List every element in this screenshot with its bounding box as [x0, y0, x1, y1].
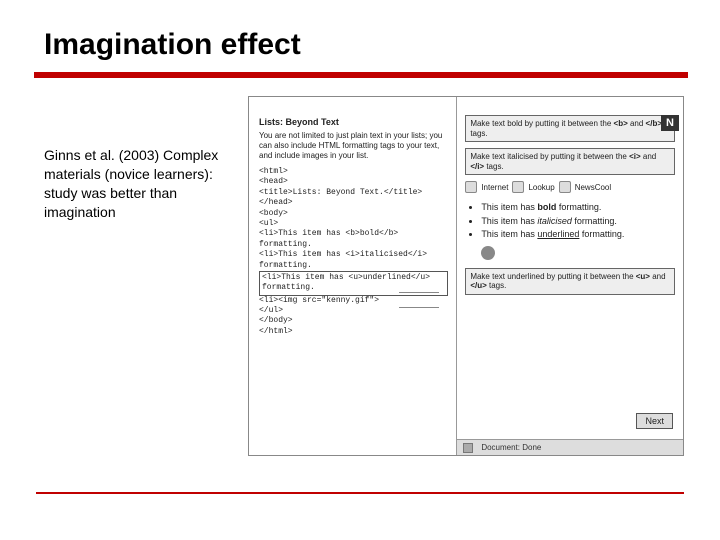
code-block: <html><head><title>Lists: Beyond Text.</… [259, 167, 448, 337]
status-text: Document: Done [481, 443, 541, 452]
code-line: <ul> [259, 219, 448, 229]
callout-line [399, 292, 439, 293]
tool-icon[interactable] [559, 181, 571, 193]
toolbar-label[interactable]: NewsCool [575, 183, 611, 192]
status-bar: Document: Done [457, 439, 683, 455]
source-pane: Lists: Beyond Text You are not limited t… [249, 97, 457, 455]
code-line: </body> [259, 316, 448, 326]
slide-title: Imagination effect [44, 28, 684, 62]
instruction-text: You are not limited to just plain text i… [259, 131, 448, 161]
pane-title: Lists: Beyond Text [259, 117, 448, 127]
netscape-icon: N [661, 115, 679, 131]
blob-image-icon [481, 246, 495, 260]
code-line: </head> [259, 198, 448, 208]
code-line: <body> [259, 209, 448, 219]
code-line: <li>This item has <i>italicised</i> form… [259, 250, 448, 271]
callout-line [399, 307, 439, 308]
content-row: Ginns et al. (2003) Complex materials (n… [44, 96, 684, 456]
citation-text: Ginns et al. (2003) Complex materials (n… [44, 96, 234, 222]
code-line: <html> [259, 167, 448, 177]
code-line: <title>Lists: Beyond Text.</title> [259, 188, 448, 198]
list-item: This item has italicised formatting. [481, 215, 675, 229]
list-item: This item has bold formatting. [481, 201, 675, 215]
code-line: <li>This item has <b>bold</b> formatting… [259, 229, 448, 250]
list-item: This item has underlined formatting. [481, 228, 675, 242]
status-icon [463, 443, 473, 453]
tip-bold: Make text bold by putting it between the… [465, 115, 675, 142]
bottom-rule [36, 492, 684, 494]
browser-toolbar: Internet Lookup NewsCool [465, 181, 675, 193]
tool-icon[interactable] [512, 181, 524, 193]
preview-pane: N Make text bold by putting it between t… [457, 97, 683, 455]
rendered-list: This item has bold formatting.This item … [471, 201, 675, 242]
title-underline [34, 72, 688, 78]
code-line: <li><img src="kenny.gif"> [259, 296, 448, 306]
embedded-screenshot: _ □ × Lists: Beyond Text You are not lim… [248, 96, 684, 456]
code-line: </html> [259, 327, 448, 337]
tip-italic: Make text italicised by putting it betwe… [465, 148, 675, 175]
code-line: <head> [259, 177, 448, 187]
toolbar-label[interactable]: Internet [481, 183, 508, 192]
next-button[interactable]: Next [636, 413, 673, 429]
tip-underline: Make text underlined by putting it betwe… [465, 268, 675, 295]
tool-icon[interactable] [465, 181, 477, 193]
toolbar-label[interactable]: Lookup [528, 183, 554, 192]
